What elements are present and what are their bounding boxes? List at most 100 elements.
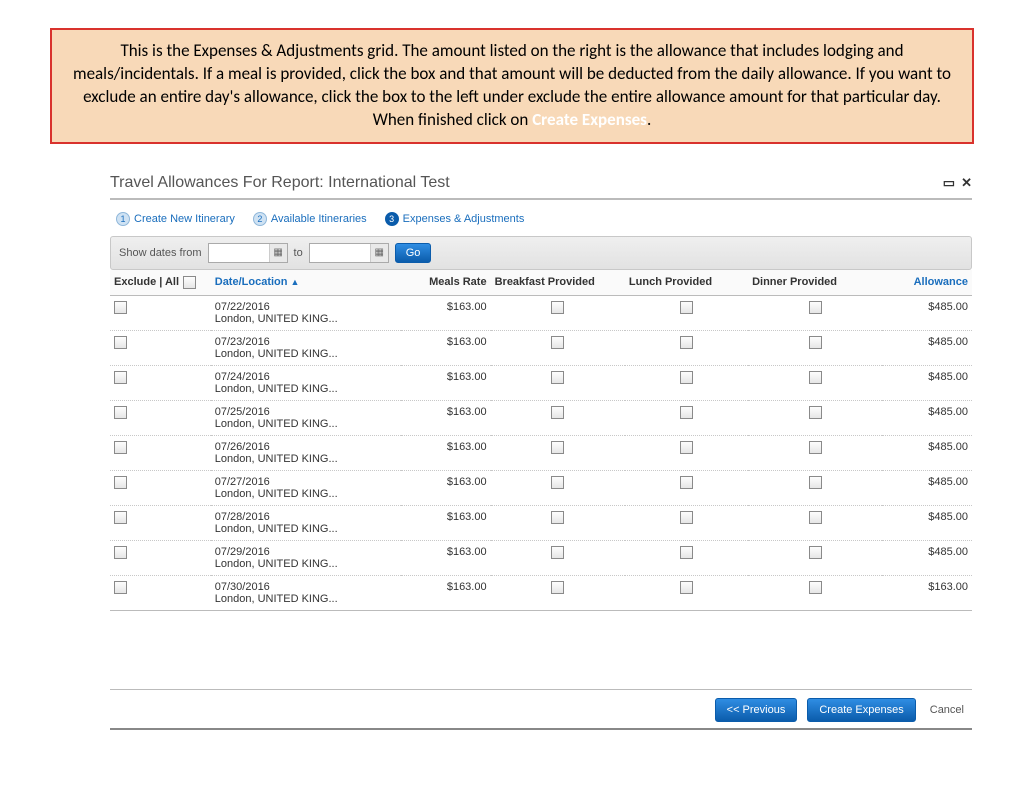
cell-exclude xyxy=(110,400,211,435)
col-breakfast: Breakfast Provided xyxy=(491,270,625,296)
cell-allowance: $485.00 xyxy=(882,365,972,400)
cell-date-location: 07/28/2016London, UNITED KING... xyxy=(211,505,401,540)
dinner-checkbox[interactable] xyxy=(809,336,822,349)
breakfast-checkbox[interactable] xyxy=(551,336,564,349)
cell-dinner xyxy=(748,365,882,400)
dinner-checkbox[interactable] xyxy=(809,406,822,419)
cell-meals-rate: $163.00 xyxy=(401,540,491,575)
cell-exclude xyxy=(110,365,211,400)
cell-date-location: 07/25/2016London, UNITED KING... xyxy=(211,400,401,435)
breakfast-checkbox[interactable] xyxy=(551,546,564,559)
exclude-all-checkbox[interactable] xyxy=(183,276,196,289)
cell-allowance: $485.00 xyxy=(882,400,972,435)
dinner-checkbox[interactable] xyxy=(809,546,822,559)
breakfast-checkbox[interactable] xyxy=(551,371,564,384)
calendar-icon[interactable]: ▦ xyxy=(269,244,287,262)
lunch-checkbox[interactable] xyxy=(680,581,693,594)
row-location: London, UNITED KING... xyxy=(215,488,397,500)
dinner-checkbox[interactable] xyxy=(809,581,822,594)
table-row: 07/30/2016London, UNITED KING...$163.00$… xyxy=(110,575,972,610)
table-row: 07/25/2016London, UNITED KING...$163.00$… xyxy=(110,400,972,435)
cell-allowance: $485.00 xyxy=(882,435,972,470)
lunch-checkbox[interactable] xyxy=(680,441,693,454)
exclude-checkbox[interactable] xyxy=(114,336,127,349)
cell-dinner xyxy=(748,400,882,435)
cell-exclude xyxy=(110,575,211,610)
cell-date-location: 07/23/2016London, UNITED KING... xyxy=(211,330,401,365)
step-expenses-adjustments[interactable]: 3 Expenses & Adjustments xyxy=(385,212,525,226)
exclude-checkbox[interactable] xyxy=(114,581,127,594)
cell-date-location: 07/30/2016London, UNITED KING... xyxy=(211,575,401,610)
row-date: 07/29/2016 xyxy=(215,546,397,558)
lunch-checkbox[interactable] xyxy=(680,511,693,524)
date-from-input[interactable] xyxy=(209,244,269,262)
step-create-itinerary[interactable]: 1 Create New Itinerary xyxy=(116,212,235,226)
cell-lunch xyxy=(625,470,748,505)
exclude-checkbox[interactable] xyxy=(114,301,127,314)
window-minimize-icon[interactable]: ▭ xyxy=(943,175,955,191)
dinner-checkbox[interactable] xyxy=(809,301,822,314)
row-date: 07/27/2016 xyxy=(215,476,397,488)
cell-breakfast xyxy=(491,400,625,435)
breakfast-checkbox[interactable] xyxy=(551,301,564,314)
cell-breakfast xyxy=(491,575,625,610)
dinner-checkbox[interactable] xyxy=(809,511,822,524)
cell-exclude xyxy=(110,435,211,470)
cell-meals-rate: $163.00 xyxy=(401,330,491,365)
go-button[interactable]: Go xyxy=(395,243,432,263)
cell-meals-rate: $163.00 xyxy=(401,295,491,330)
dinner-checkbox[interactable] xyxy=(809,476,822,489)
exclude-checkbox[interactable] xyxy=(114,406,127,419)
lunch-checkbox[interactable] xyxy=(680,546,693,559)
cell-breakfast xyxy=(491,505,625,540)
breakfast-checkbox[interactable] xyxy=(551,406,564,419)
date-to-input[interactable] xyxy=(310,244,370,262)
cell-allowance: $485.00 xyxy=(882,540,972,575)
cell-exclude xyxy=(110,470,211,505)
lunch-checkbox[interactable] xyxy=(680,301,693,314)
previous-button[interactable]: << Previous xyxy=(715,698,798,722)
dinner-checkbox[interactable] xyxy=(809,441,822,454)
lunch-checkbox[interactable] xyxy=(680,371,693,384)
row-date: 07/25/2016 xyxy=(215,406,397,418)
wizard-footer: << Previous Create Expenses Cancel xyxy=(110,690,972,728)
exclude-checkbox[interactable] xyxy=(114,371,127,384)
exclude-checkbox[interactable] xyxy=(114,511,127,524)
titlebar-divider xyxy=(110,198,972,200)
row-date: 07/28/2016 xyxy=(215,511,397,523)
breakfast-checkbox[interactable] xyxy=(551,441,564,454)
lunch-checkbox[interactable] xyxy=(680,336,693,349)
cell-exclude xyxy=(110,505,211,540)
cell-allowance: $485.00 xyxy=(882,295,972,330)
breakfast-checkbox[interactable] xyxy=(551,581,564,594)
breakfast-checkbox[interactable] xyxy=(551,476,564,489)
window-titlebar: Travel Allowances For Report: Internatio… xyxy=(110,172,972,198)
window-close-icon[interactable]: ✕ xyxy=(961,175,972,191)
table-row: 07/29/2016London, UNITED KING... $163.00 $… xyxy=(110,540,972,575)
cell-dinner xyxy=(748,540,882,575)
grid-header-row: Exclude | All Date/Location ▲ Meals Rate… xyxy=(110,270,972,296)
date-to-field[interactable]: ▦ xyxy=(309,243,389,263)
exclude-checkbox[interactable] xyxy=(114,476,127,489)
dinner-checkbox[interactable] xyxy=(809,371,822,384)
cancel-link[interactable]: Cancel xyxy=(926,704,968,716)
cell-breakfast xyxy=(491,365,625,400)
step-available-itineraries[interactable]: 2 Available Itineraries xyxy=(253,212,367,226)
cell-allowance: $163.00 xyxy=(882,575,972,610)
lunch-checkbox[interactable] xyxy=(680,476,693,489)
col-date-location[interactable]: Date/Location ▲ xyxy=(211,270,401,296)
exclude-checkbox[interactable] xyxy=(114,441,127,454)
create-expenses-button[interactable]: Create Expenses xyxy=(807,698,915,722)
row-date: 07/22/2016 xyxy=(215,301,397,313)
row-date: 07/23/2016 xyxy=(215,336,397,348)
table-row: 07/23/2016London, UNITED KING...$163.00$… xyxy=(110,330,972,365)
lunch-checkbox[interactable] xyxy=(680,406,693,419)
cell-lunch xyxy=(625,505,748,540)
date-from-field[interactable]: ▦ xyxy=(208,243,288,263)
calendar-icon[interactable]: ▦ xyxy=(370,244,388,262)
cell-lunch xyxy=(625,540,748,575)
cell-breakfast xyxy=(491,435,625,470)
exclude-checkbox[interactable] xyxy=(114,546,127,559)
row-location: London, UNITED KING... xyxy=(215,558,397,570)
breakfast-checkbox[interactable] xyxy=(551,511,564,524)
